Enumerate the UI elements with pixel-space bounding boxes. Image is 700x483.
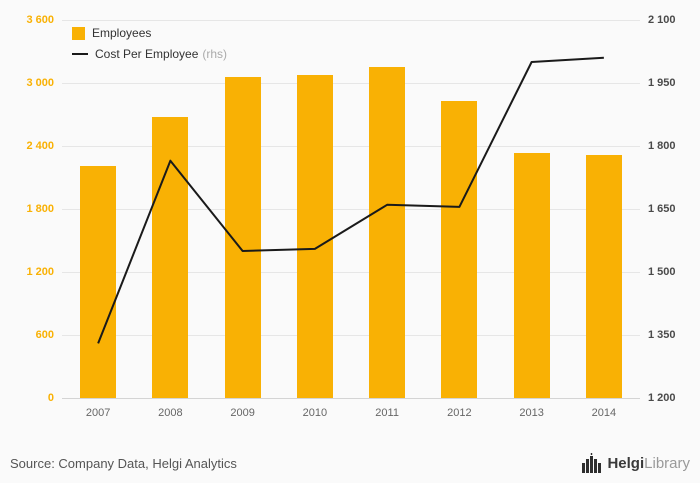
brand-text: HelgiLibrary <box>607 455 690 472</box>
x-axis-label: 2012 <box>447 407 472 419</box>
right-axis-tick: 1 500 <box>648 266 676 278</box>
left-axis-tick: 2 400 <box>26 140 54 152</box>
x-axis-label: 2014 <box>591 407 617 419</box>
left-axis-tick: 1 200 <box>26 266 54 278</box>
bar-employees <box>296 74 333 398</box>
brand-logo: HelgiLibrary <box>580 453 690 473</box>
bar-employees <box>441 100 478 398</box>
footer: Source: Company Data, Helgi Analytics He… <box>0 443 700 483</box>
library-building-icon <box>582 453 602 473</box>
x-axis-label: 2007 <box>85 407 111 419</box>
right-axis-tick: 1 350 <box>648 329 676 341</box>
gridline <box>62 397 640 399</box>
gridline <box>62 82 640 84</box>
x-axis-label: 2013 <box>519 407 544 419</box>
left-axis-tick: 3 600 <box>26 14 54 26</box>
cost-line-swatch-icon <box>72 53 88 55</box>
left-axis-tick: 3 000 <box>26 77 54 89</box>
x-axis-label: 2008 <box>158 407 183 419</box>
gridline <box>62 271 640 273</box>
bar-employees <box>513 153 550 398</box>
legend-cost-suffix: (rhs) <box>202 47 228 61</box>
bar-employees <box>369 67 406 398</box>
left-axis-tick: 1 800 <box>26 203 54 215</box>
bar-employees <box>80 165 117 398</box>
brand-library: Library <box>644 454 690 472</box>
gridline <box>62 145 640 147</box>
right-axis-tick: 1 650 <box>648 203 676 215</box>
right-axis-tick: 1 800 <box>648 140 676 152</box>
x-axis-label: 2010 <box>302 407 328 419</box>
legend-cost-label: Cost Per Employee <box>95 47 199 61</box>
brand-helgi: Helgi <box>607 454 645 472</box>
legend: Employees Cost Per Employee (rhs) <box>72 26 227 68</box>
x-axis-label: 2011 <box>375 407 399 419</box>
employees-swatch-icon <box>72 26 85 40</box>
left-axis-tick: 0 <box>47 392 54 404</box>
legend-item-employees: Employees <box>72 26 227 40</box>
left-axis-tick: 600 <box>35 329 54 341</box>
cost-per-employee-line <box>97 56 604 344</box>
right-axis-tick: 2 100 <box>648 14 676 26</box>
gridline <box>62 19 640 21</box>
source-text: Source: Company Data, Helgi Analytics <box>10 455 237 471</box>
gridline <box>62 334 640 336</box>
bar-employees <box>585 155 622 398</box>
bar-employees <box>152 116 189 398</box>
gridline <box>62 208 640 210</box>
plot-area: 0 1 200 600 1 350 1 200 1 500 1 800 1 650 2 400 1… <box>26 14 676 419</box>
legend-item-cost: Cost Per Employee (rhs) <box>72 47 227 61</box>
right-axis-tick: 1 200 <box>648 392 676 404</box>
right-axis-tick: 1 950 <box>648 77 676 89</box>
legend-employees-label: Employees <box>92 26 152 40</box>
x-axis-label: 2009 <box>230 407 255 419</box>
